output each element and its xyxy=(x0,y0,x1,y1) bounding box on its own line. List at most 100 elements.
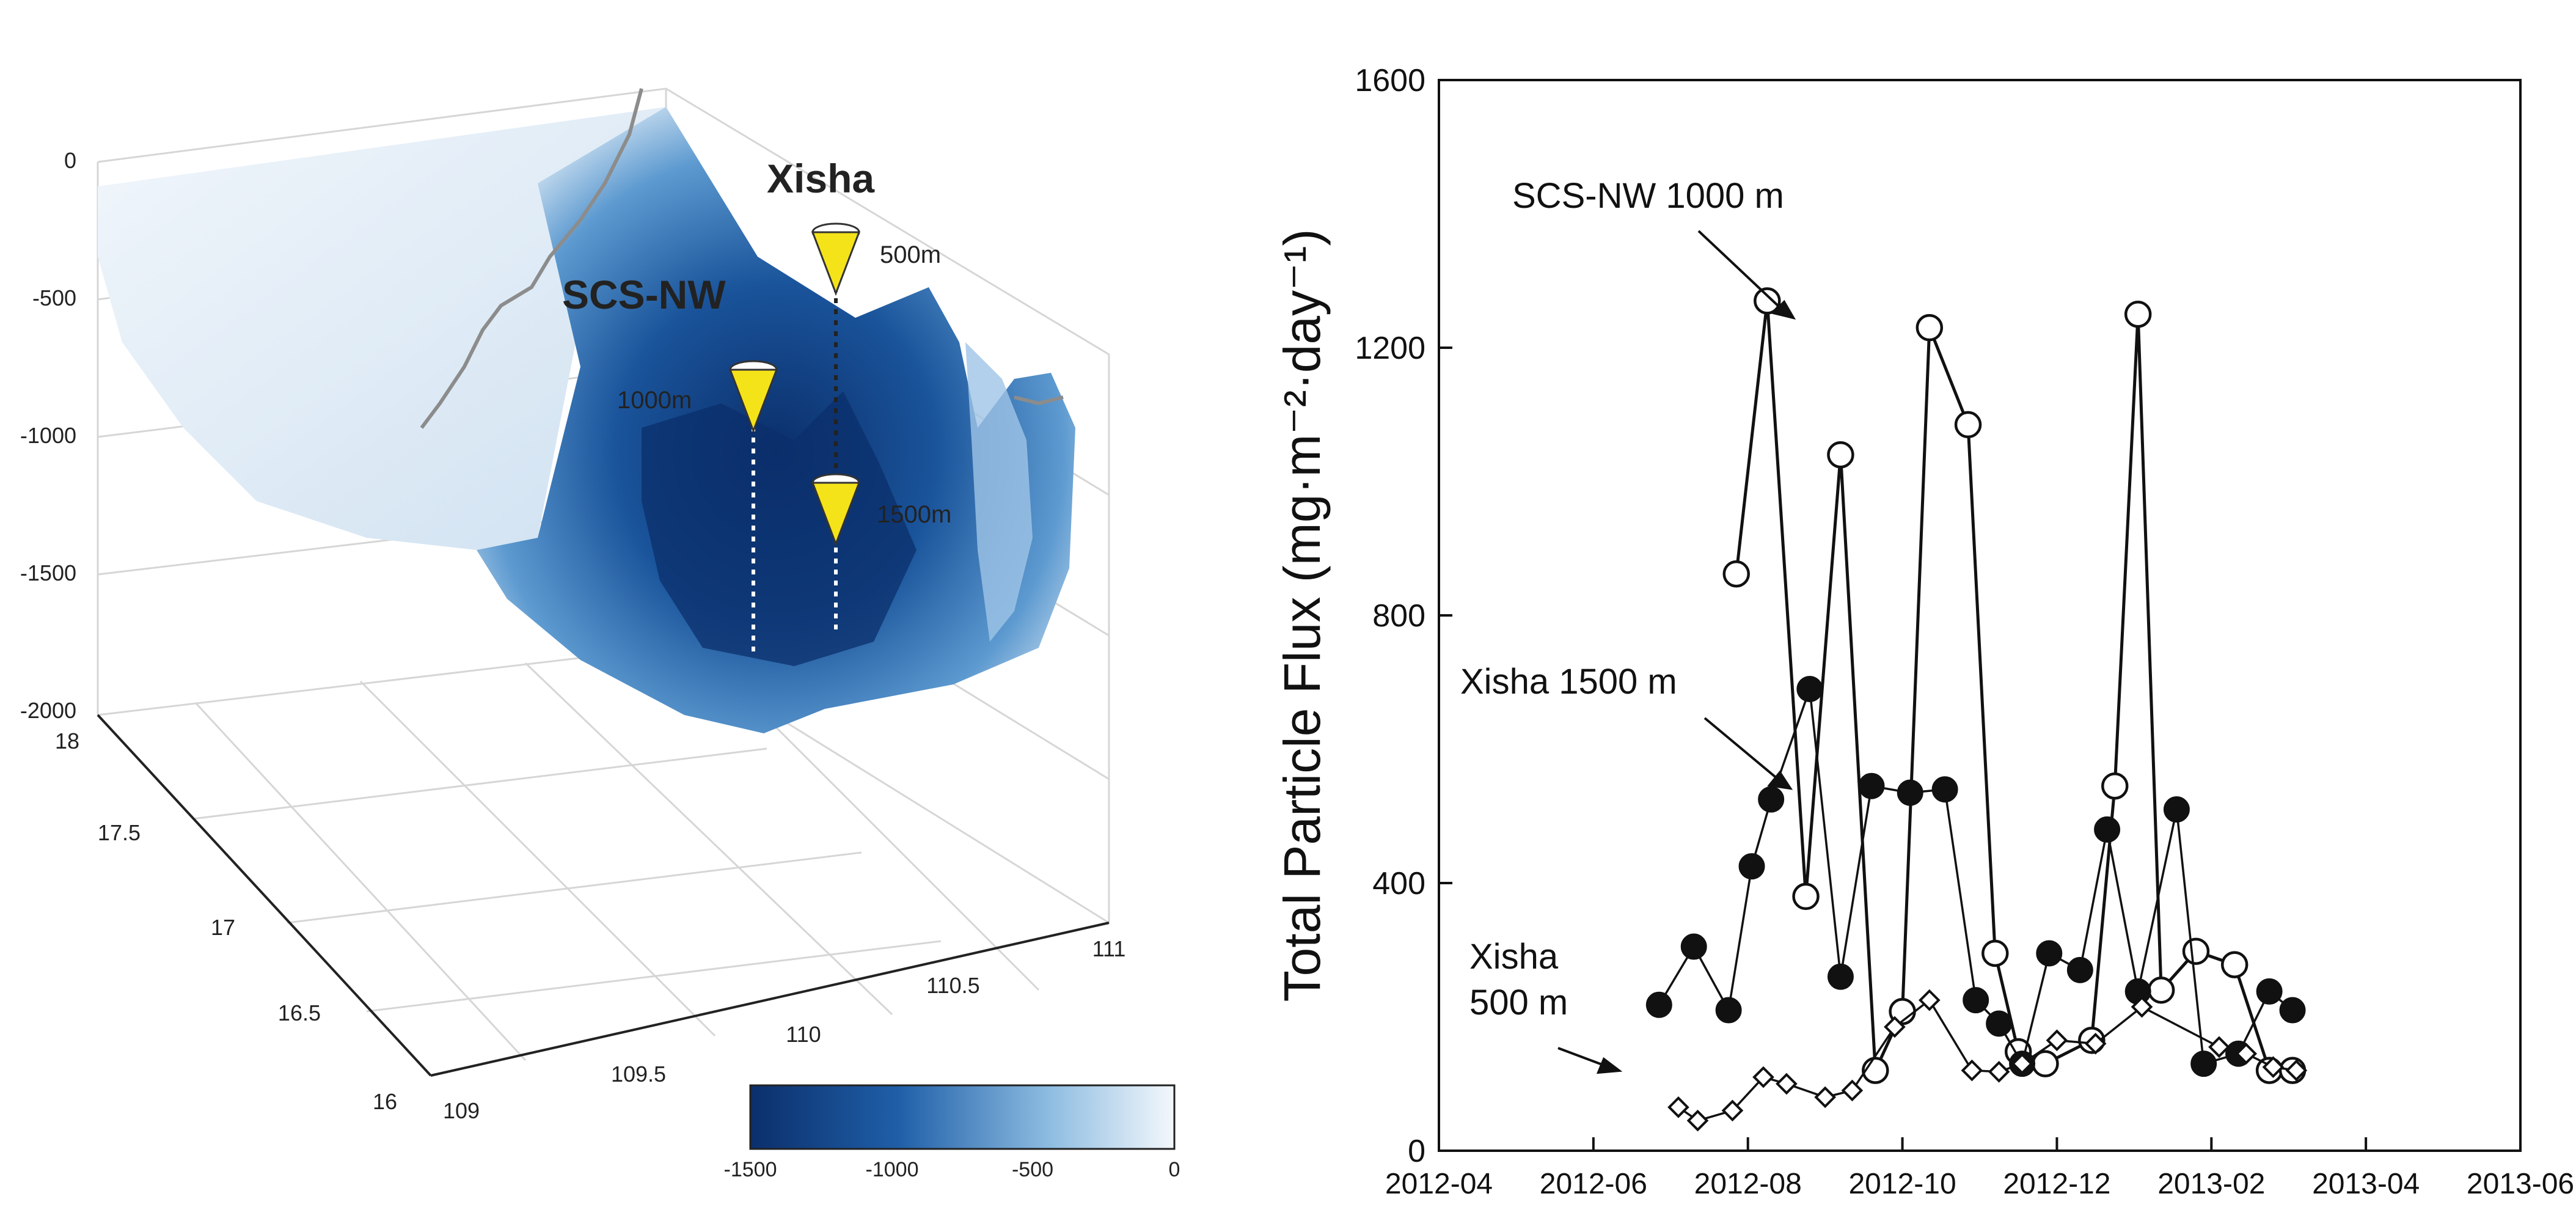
data-point xyxy=(1981,939,2009,967)
y-tick-label: 1200 xyxy=(1355,331,1425,366)
x-tick-label: 2012-04 xyxy=(1385,1168,1493,1200)
trap-label-1500: 1500m xyxy=(877,501,951,528)
data-point xyxy=(2124,301,2152,328)
colorbar-tick: -1000 xyxy=(866,1158,919,1181)
data-point xyxy=(2046,1029,2068,1052)
station-label-xisha: Xisha xyxy=(767,156,875,201)
data-point xyxy=(2163,796,2190,823)
flux-chart-panel: Total Particle Flux (mg·m⁻²·day⁻¹) 0 400 8… xyxy=(1240,0,2576,1229)
sediment-traps xyxy=(728,222,861,547)
data-point xyxy=(2032,1050,2059,1077)
basin-deep xyxy=(642,391,917,666)
annotation-xisha-500-line1: Xisha xyxy=(1469,937,1559,977)
data-point xyxy=(2066,956,2093,983)
flux-chart: Total Particle Flux (mg·m⁻²·day⁻¹) 0 400 8… xyxy=(1273,63,2574,1200)
bathymetry-3d-panel: 0 -500 -1000 -1500 -2000 18 17.5 17 16.5… xyxy=(0,0,1240,1229)
lat-tick: 18 xyxy=(55,728,79,754)
lat-tick: 17 xyxy=(211,915,235,940)
y-tick-label: 800 xyxy=(1372,598,1425,634)
lat-axis-ticks: 18 17.5 17 16.5 16 xyxy=(55,728,397,1114)
annotation-xisha-1500: Xisha 1500 m xyxy=(1460,662,1677,702)
x-tick-label: 2012-10 xyxy=(1848,1168,1956,1200)
annotation-xisha-500-line2: 500 m xyxy=(1469,983,1568,1022)
data-point xyxy=(1988,1060,2010,1083)
lon-tick: 110 xyxy=(786,1022,821,1047)
trap-label-1000: 1000m xyxy=(617,387,692,414)
y-tick-label: 400 xyxy=(1372,866,1425,901)
x-tick-label: 2013-06 xyxy=(2467,1168,2574,1200)
data-point xyxy=(1827,963,1854,990)
basin-surface xyxy=(477,107,1075,733)
x-tick-label: 2013-04 xyxy=(2312,1168,2420,1200)
trap-xisha-500 xyxy=(811,222,861,296)
x-axis-ticks: 2012-04 2012-06 2012-08 2012-10 2012-12 2013-… xyxy=(1385,1137,2574,1200)
data-point xyxy=(2094,816,2121,843)
data-point xyxy=(1721,1099,1744,1122)
series-line xyxy=(1658,688,2294,1067)
data-point xyxy=(1792,882,1820,911)
station-label-scs-nw: SCS-NW xyxy=(562,272,726,317)
coastline-contour xyxy=(420,88,1064,429)
annotation-arrows xyxy=(1557,230,1796,1074)
y-axis-label: Total Particle Flux (mg·m⁻²·day⁻¹) xyxy=(1273,229,1331,1002)
data-point xyxy=(1752,1066,1774,1088)
data-point xyxy=(1918,989,1941,1011)
lon-tick: 109.5 xyxy=(611,1062,666,1087)
data-point xyxy=(1954,411,1982,439)
data-point xyxy=(1738,853,1765,880)
data-point xyxy=(2262,1056,2285,1078)
data-point xyxy=(1916,314,1944,342)
x-tick-label: 2012-06 xyxy=(1540,1168,1647,1200)
annotations: SCS-NW 1000 m Xisha 1500 m Xisha 500 m xyxy=(1460,176,1784,1022)
colorbar-tick: -500 xyxy=(1012,1158,1053,1181)
data-point xyxy=(1858,772,1885,799)
x-tick-label: 2012-12 xyxy=(2003,1168,2110,1200)
data-point xyxy=(1796,675,1823,702)
series-xisha-500-m xyxy=(1667,989,2308,1132)
right-ridge xyxy=(965,342,1033,642)
lon-axis-ticks: 109 109.5 110 110.5 111 xyxy=(443,936,1125,1123)
colorbar: -1500 -1000 -500 0 xyxy=(724,1084,1180,1181)
data-point xyxy=(2011,1052,2033,1075)
data-point xyxy=(1686,1109,1709,1132)
data-point xyxy=(2190,1050,2217,1077)
data-point xyxy=(1758,786,1785,813)
data-point xyxy=(1841,1079,1864,1102)
z-tick: 0 xyxy=(64,148,76,173)
series-xisha-1500-m xyxy=(1645,675,2306,1077)
data-point xyxy=(1814,1086,1836,1109)
trap-xisha-1500 xyxy=(811,473,861,547)
annotation-scs-nw: SCS-NW 1000 m xyxy=(1512,176,1784,216)
trap-scs-1000 xyxy=(728,360,778,434)
front-axes xyxy=(97,714,1110,1077)
lat-tick: 17.5 xyxy=(98,820,141,845)
data-point xyxy=(2084,1032,2107,1055)
data-point xyxy=(2182,937,2210,965)
data-point xyxy=(1827,441,1854,469)
data-point xyxy=(2256,978,2283,1005)
trap-label-500: 500m xyxy=(880,241,941,268)
z-tick: -1500 xyxy=(20,560,76,585)
data-point xyxy=(2208,1036,2230,1058)
lat-tick: 16.5 xyxy=(278,1000,321,1025)
data-point xyxy=(1754,287,1781,315)
z-tick: -2000 xyxy=(20,698,76,723)
data-point xyxy=(2036,940,2063,967)
data-point xyxy=(1667,1096,1689,1118)
data-point xyxy=(1986,1010,2013,1037)
data-point xyxy=(1680,933,1707,960)
data-point xyxy=(1645,991,1672,1018)
data-point xyxy=(1961,1059,1983,1082)
series-layer xyxy=(1645,287,2308,1132)
data-point xyxy=(1776,1072,1798,1095)
z-axis-ticks: 0 -500 -1000 -1500 -2000 xyxy=(20,148,76,723)
data-point xyxy=(2279,997,2306,1024)
data-point xyxy=(1715,997,1742,1024)
x-tick-label: 2013-02 xyxy=(2157,1168,2265,1200)
data-point xyxy=(1722,560,1750,588)
data-point xyxy=(2101,772,2129,800)
y-axis-ticks: 0 400 800 1200 1600 xyxy=(1355,63,1452,1169)
data-point xyxy=(1963,987,1989,1014)
data-point xyxy=(1897,779,1923,806)
z-tick: -500 xyxy=(32,285,76,310)
